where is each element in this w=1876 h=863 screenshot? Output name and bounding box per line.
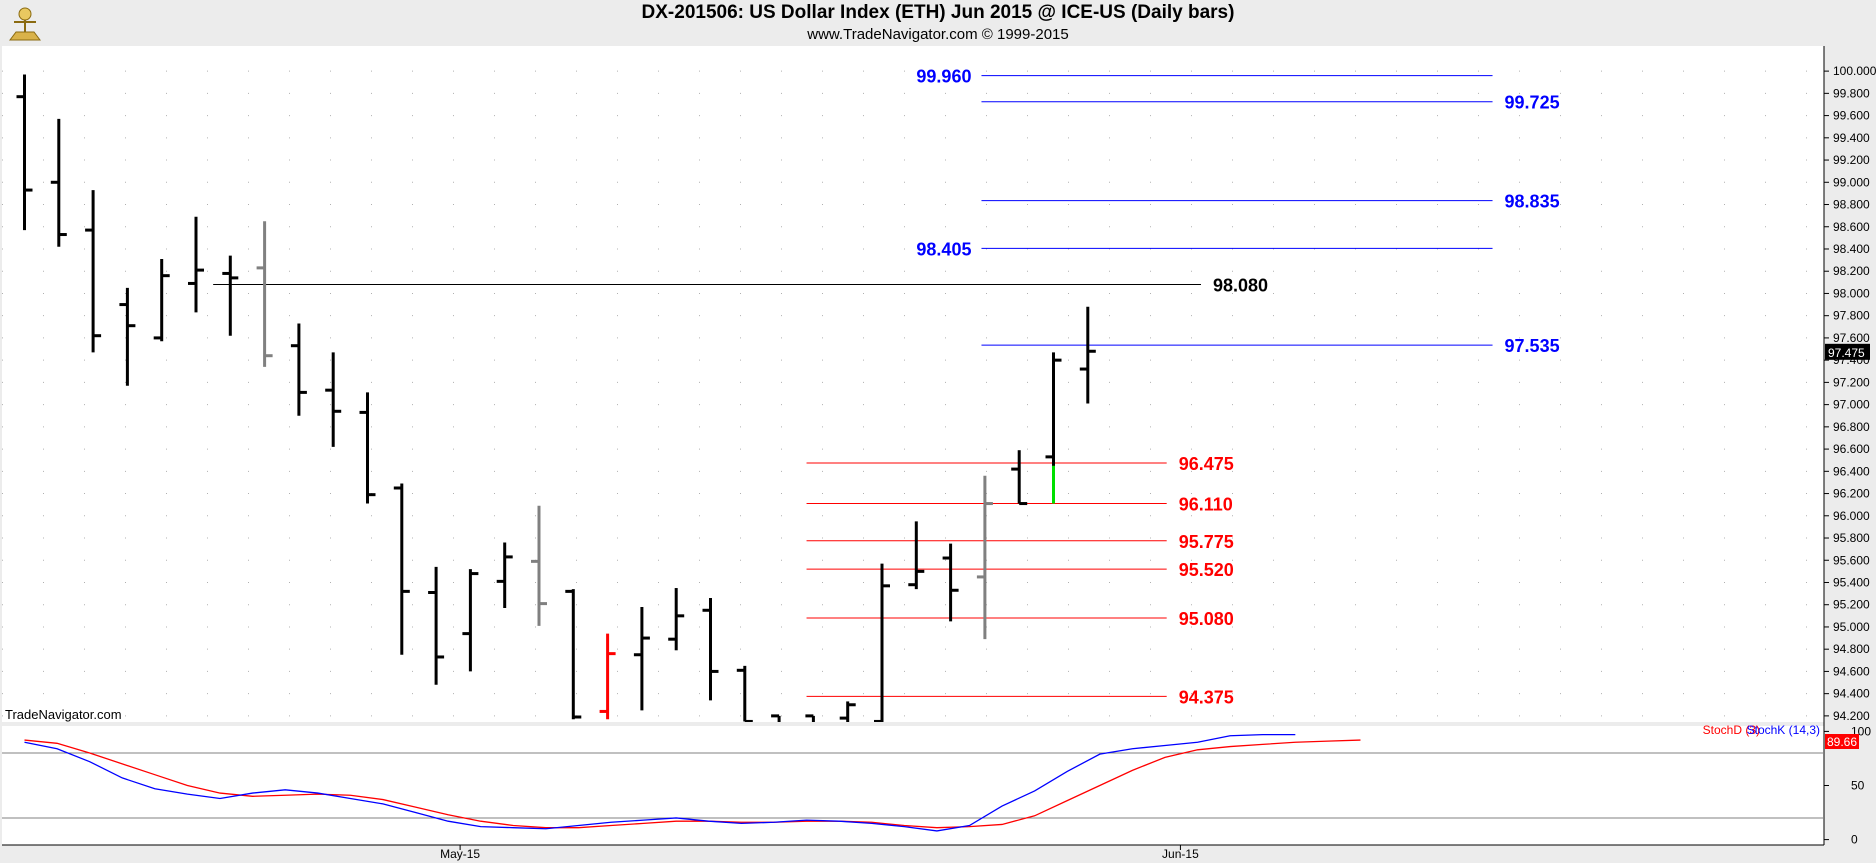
y-tick-label: 96.800 (1833, 420, 1870, 434)
y-tick-label: 94.800 (1833, 642, 1870, 656)
y-tick-label: 97.600 (1833, 331, 1870, 345)
legend-stochk: StochK (14,3) (1747, 723, 1820, 737)
price-bar (531, 505, 547, 626)
price-bar (839, 701, 856, 722)
price-bar (256, 221, 273, 367)
price-bars-clipped (16, 74, 1096, 722)
last-stoch-label: 89.66 (1827, 735, 1857, 749)
tradenavigator-logo-icon (4, 2, 46, 44)
price-panel-background (2, 46, 1824, 722)
date-axis: May-15 Jun-15 (2, 844, 1824, 861)
y-tick-label: 99.200 (1833, 153, 1870, 167)
last-stoch-box (1825, 734, 1859, 749)
price-bar (599, 633, 616, 720)
price-bar (736, 665, 753, 722)
level-label: 94.375 (1179, 687, 1234, 707)
price-bar (222, 255, 239, 336)
y-tick-label: 98.800 (1833, 198, 1870, 212)
y-tick-label: 94.400 (1833, 687, 1870, 701)
level-label: 96.110 (1179, 495, 1233, 515)
y-tick-label: 99.800 (1833, 86, 1870, 100)
y-tick-label: 95.200 (1833, 598, 1870, 612)
last-price-box (1825, 343, 1870, 360)
level-label: 99.725 (1505, 93, 1560, 113)
y-tick-label: 95.000 (1833, 620, 1870, 634)
price-bar (16, 74, 33, 231)
y-tick-label: 95.400 (1833, 575, 1870, 589)
price-bar (908, 521, 925, 590)
y-tick-label: 94.200 (1833, 709, 1870, 723)
chart-subtitle: www.TradeNavigator.com © 1999-2015 (807, 26, 1069, 43)
price-bar (771, 714, 781, 722)
price-bar (633, 606, 650, 711)
price-bar (153, 258, 170, 342)
price-bar (942, 543, 959, 622)
y-tick-label: 97.000 (1833, 398, 1870, 412)
level-label: 97.535 (1505, 336, 1560, 356)
price-bar (1079, 306, 1096, 404)
price-bar (565, 589, 582, 720)
y-tick-label: 99.000 (1833, 175, 1870, 189)
level-label: 98.835 (1505, 192, 1560, 212)
price-bar (976, 475, 993, 640)
price-bar (85, 190, 102, 353)
watermark-text: TradeNavigator.com (5, 707, 122, 722)
y-tick-label: 99.400 (1833, 131, 1870, 145)
level-label: 95.775 (1179, 532, 1234, 552)
price-bar (359, 392, 376, 504)
stoch-series-line (24, 739, 1361, 829)
level-label: 95.080 (1179, 609, 1234, 629)
legend-stochd: StochD (3) (1703, 723, 1760, 737)
price-bar (50, 118, 67, 247)
price-bar (325, 352, 342, 447)
level-label: 96.475 (1179, 454, 1234, 474)
y-tick-label: 99.600 (1833, 109, 1870, 123)
y-tick-label: 97.800 (1833, 309, 1870, 323)
price-bar (1011, 450, 1028, 506)
y-tick-label: 94.600 (1833, 664, 1870, 678)
price-bar (428, 566, 445, 685)
price-bar (462, 569, 479, 672)
price-bar (290, 323, 307, 416)
y-tick-label: 100.000 (1833, 64, 1876, 78)
y-tick-label: 96.200 (1833, 487, 1870, 501)
price-bar (496, 542, 513, 609)
chart-title: DX-201506: US Dollar Index (ETH) Jun 201… (641, 2, 1235, 23)
y-tick-label: 98.200 (1833, 264, 1870, 278)
stoch-series-line (24, 734, 1296, 832)
stoch-tick-label: 0 (1851, 833, 1858, 847)
y-tick-label: 96.400 (1833, 464, 1870, 478)
price-bars (16, 74, 1096, 722)
price-bar (668, 588, 685, 651)
level-label: 99.960 (916, 67, 971, 87)
level-label: 95.520 (1179, 560, 1234, 580)
level-label: 98.405 (916, 239, 971, 259)
price-bar (393, 483, 410, 655)
price-bar (1045, 352, 1062, 504)
stoch-tick-label: 50 (1851, 779, 1865, 793)
price-bar (188, 216, 204, 313)
y-tick-label: 96.000 (1833, 509, 1870, 523)
y-tick-label: 98.400 (1833, 242, 1870, 256)
support-resistance-levels: 99.960 99.725 98.835 98.405 98.080 97.535 96.4… (213, 67, 1560, 707)
level-label: 98.080 (1213, 276, 1268, 296)
y-tick-label: 96.600 (1833, 442, 1870, 456)
indicator-panel-background (2, 726, 1824, 845)
y-tick-label: 98.000 (1833, 286, 1870, 300)
price-axis: 100.000 99.800 99.600 99.400 99.200 99.000 98.… (1823, 46, 1876, 845)
y-tick-label: 97.200 (1833, 375, 1870, 389)
y-tick-label: 95.800 (1833, 531, 1870, 545)
price-bar (805, 714, 815, 722)
price-bar (874, 563, 890, 722)
price-bar (119, 287, 136, 386)
y-tick-label: 98.600 (1833, 220, 1870, 234)
x-tick-label: May-15 (440, 847, 480, 861)
price-bar (702, 598, 719, 701)
last-price-label: 97.475 (1828, 346, 1865, 360)
x-tick-label: Jun-15 (1162, 847, 1199, 861)
y-tick-label: 95.600 (1833, 553, 1870, 567)
